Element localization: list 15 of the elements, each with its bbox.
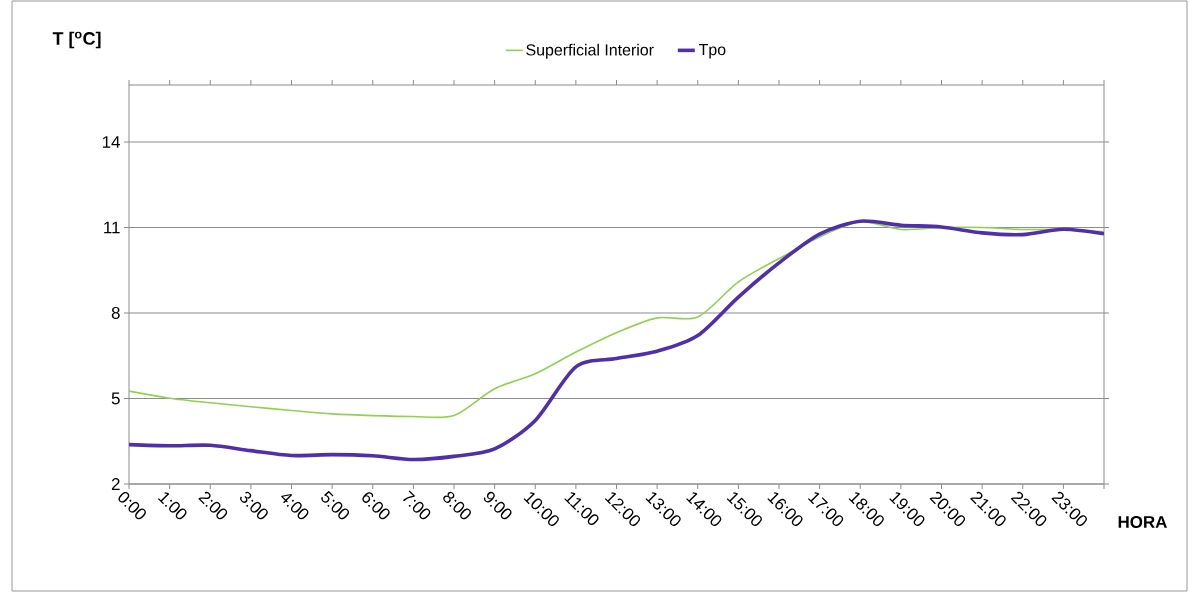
line-series: [129, 221, 1105, 419]
x-tick-label: 1:00: [157, 492, 187, 520]
x-tick-label: 6:00: [362, 492, 390, 520]
y-tick-label: 14: [102, 136, 120, 148]
y-tick-label: 5: [111, 392, 120, 405]
y-tick-label: 2: [111, 478, 120, 490]
x-tick-label: 4:00: [281, 493, 309, 520]
x-axis-title: HORA: [1118, 516, 1167, 528]
line-series: [129, 219, 1105, 462]
y-tick-label: 8: [111, 307, 120, 319]
y-axis-title: T [$^{o}$C]: [52, 31, 101, 49]
legend-label: Superficial Interior: [526, 43, 654, 59]
x-tick-label: 0:00: [118, 491, 146, 520]
y-tick-label: 11: [104, 221, 120, 234]
legend-label: Tpo: [698, 44, 726, 59]
